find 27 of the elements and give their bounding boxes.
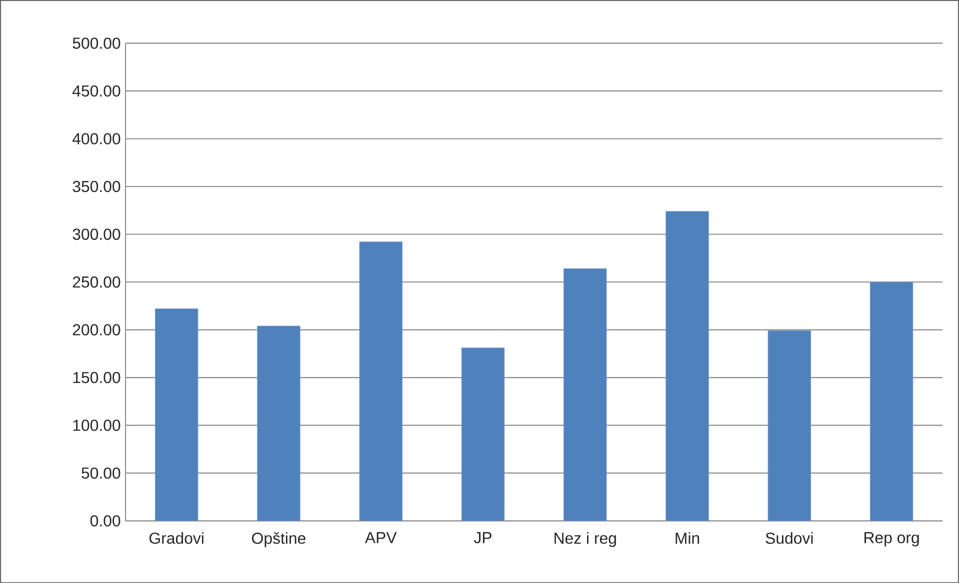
x-tick-label: Nez i reg [554, 532, 616, 547]
y-tick-label: 100.00 [73, 420, 120, 431]
y-tick-label: 450.00 [72, 85, 120, 96]
x-tick-label: JP [474, 532, 492, 544]
bar [257, 326, 300, 521]
x-tick-label: Sudovi [766, 532, 813, 544]
x-tick-label: Min [676, 532, 700, 544]
y-tick-label: 350.00 [72, 180, 120, 192]
x-tick-label: Rep org [864, 532, 919, 546]
x-tick-label: Opštine [252, 532, 306, 547]
bar [870, 282, 914, 521]
x-tick-label: APV [364, 532, 397, 543]
bar [461, 348, 505, 521]
y-tick-label: 0.00 [90, 515, 120, 526]
y-tick-label: 50.00 [82, 467, 120, 479]
bar [768, 330, 811, 521]
x-tick-label: Gradovi [149, 532, 204, 544]
y-tick-label: 200.00 [72, 324, 120, 336]
y-tick-label: 500.00 [72, 37, 120, 49]
y-tick-label: 300.00 [72, 228, 120, 240]
y-tick-label: 400.00 [72, 132, 120, 144]
y-tick-label: 250.00 [72, 276, 120, 288]
bar [154, 308, 198, 521]
bar [564, 268, 607, 521]
y-tick-label: 150.00 [73, 372, 120, 384]
bar [359, 241, 402, 521]
bar [666, 210, 709, 521]
